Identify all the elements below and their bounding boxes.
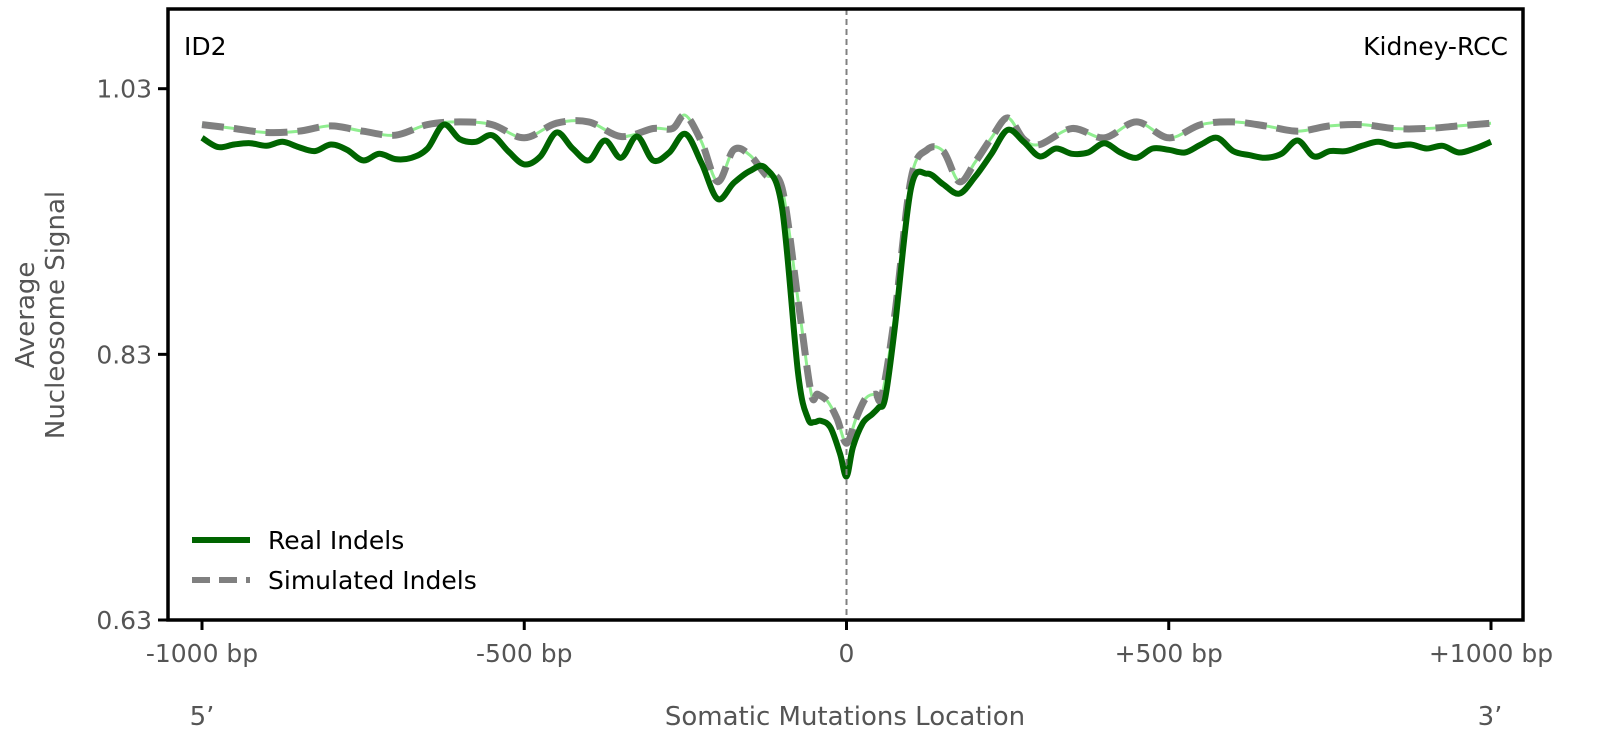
x-axis-ticks: -1000 bp -500 bp 0 +500 bp +1000 bp (146, 620, 1553, 668)
y-axis-title: Average Nucleosome Signal (11, 191, 71, 439)
y-tick-label: 0.83 (96, 340, 152, 369)
y-tick-label: 1.03 (96, 75, 152, 104)
real-indels-line (200, 121, 1493, 480)
x-tick-label: +1000 bp (1429, 639, 1553, 668)
legend: Real Indels Simulated Indels (192, 526, 477, 595)
legend-label-real: Real Indels (268, 526, 404, 555)
y-axis-title-line-2: Nucleosome Signal (41, 191, 71, 439)
three-prime-label: 3’ (1478, 702, 1503, 732)
tissue-label: Kidney-RCC (1363, 32, 1508, 61)
y-axis-title-line-1: Average (11, 262, 41, 369)
five-prime-label: 5’ (190, 702, 215, 732)
y-tick-label: 0.63 (96, 606, 152, 635)
x-tick-label: 0 (839, 639, 855, 668)
y-axis-ticks: 0.63 0.83 1.03 (96, 75, 168, 635)
x-axis-title: Somatic Mutations Location (665, 702, 1025, 732)
legend-label-simulated: Simulated Indels (268, 566, 477, 595)
x-tick-label: +500 bp (1115, 639, 1223, 668)
x-tick-label: -500 bp (476, 639, 572, 668)
signature-label: ID2 (184, 32, 227, 61)
x-tick-label: -1000 bp (146, 639, 258, 668)
